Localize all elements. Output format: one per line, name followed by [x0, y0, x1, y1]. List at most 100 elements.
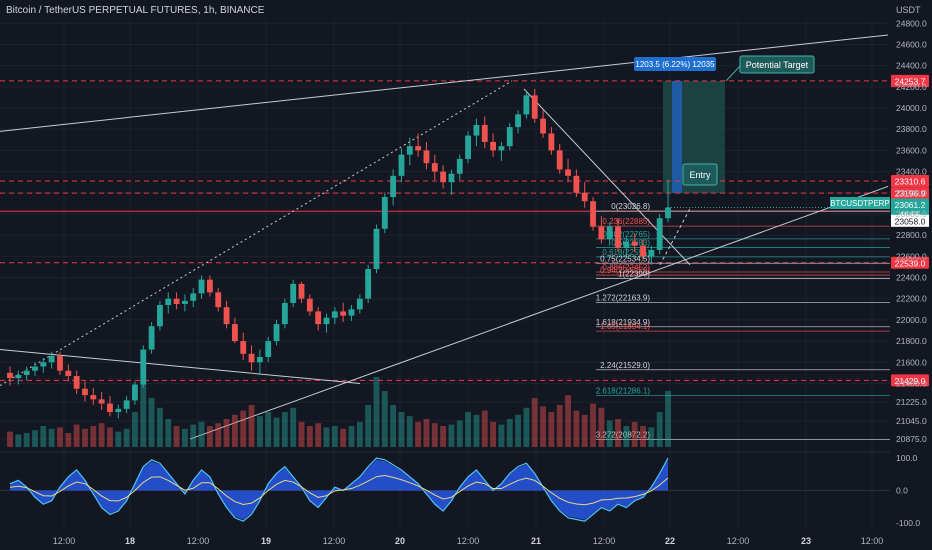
candle-body — [506, 127, 513, 147]
volume-bar — [548, 412, 555, 447]
y-axis-tick-label: 23000.0 — [896, 209, 927, 219]
candle-body — [265, 341, 272, 357]
volume-bar — [648, 427, 655, 447]
fib-level-label: 1(22390) — [618, 270, 650, 279]
x-axis-tick-label: 22 — [665, 536, 675, 546]
level-price-label: 22539.0 — [895, 258, 926, 268]
volume-bar — [73, 424, 80, 447]
y-axis-tick-label: 21400.0 — [896, 378, 927, 388]
candle-body — [198, 279, 205, 294]
volume-bar — [656, 412, 663, 447]
candle-body — [132, 384, 138, 401]
candle-body — [73, 376, 80, 389]
osc-axis-tick-label: 100.0 — [896, 453, 918, 463]
volume-bar — [198, 421, 205, 447]
candle-body — [606, 226, 613, 240]
candle-body — [556, 150, 563, 170]
y-axis-tick-label: 24600.0 — [896, 39, 927, 49]
volume-bar — [140, 382, 147, 447]
y-axis-tick-label: 20875.0 — [896, 434, 927, 444]
volume-bar — [356, 421, 363, 447]
candle-body — [531, 95, 538, 119]
volume-bar — [298, 421, 305, 447]
entry-label: Entry — [689, 170, 711, 180]
volume-bar — [281, 412, 288, 447]
candle-body — [390, 175, 397, 198]
volume-bar — [173, 426, 180, 447]
candle-body — [57, 355, 63, 371]
target-range-bar — [672, 80, 682, 194]
candle-body — [498, 146, 505, 151]
volume-bar — [256, 416, 263, 447]
potential-target-box[interactable] — [739, 55, 815, 74]
candle-body — [48, 355, 55, 363]
volume-bar — [315, 423, 322, 447]
candle-body — [340, 311, 347, 316]
volume-bar — [381, 391, 388, 447]
level-price-tag — [891, 187, 929, 200]
volume-bar — [590, 403, 596, 447]
level-price-label: 21429.0 — [895, 376, 926, 386]
candle-body — [65, 370, 72, 377]
candle-body — [115, 408, 122, 413]
candle-body — [7, 372, 13, 379]
y-axis-tick-label: 24200.0 — [896, 82, 927, 92]
volume-bar — [498, 424, 505, 447]
candle-body — [315, 311, 322, 325]
candle-body — [440, 171, 447, 183]
volume-bar — [456, 420, 463, 447]
candle-body — [348, 309, 355, 316]
volume-bar — [473, 414, 480, 447]
candle-body — [590, 201, 596, 227]
x-axis-tick-label: 12:00 — [727, 536, 750, 546]
candle-body — [256, 356, 263, 363]
y-axis-tick-label: 22200.0 — [896, 294, 927, 304]
volume-bar — [365, 405, 372, 447]
fib-level-label: 2.618(21286.1) — [596, 387, 651, 396]
volume-bar — [223, 419, 230, 447]
volume-bar — [373, 377, 380, 447]
candle-body — [381, 197, 388, 229]
target-stats-label: 1203.5 (6.22%) 12035 — [635, 60, 715, 69]
level-price-tag — [891, 374, 929, 387]
x-axis-tick-label: 21 — [531, 536, 541, 546]
candle-body — [306, 298, 313, 312]
volume-bar — [531, 398, 538, 447]
volume-bar — [390, 405, 397, 447]
candle-body — [157, 305, 163, 327]
volume-bar — [215, 423, 222, 447]
candle-body — [373, 228, 380, 270]
projection-line — [659, 208, 691, 266]
volume-bar — [423, 419, 430, 447]
y-axis-tick-label: 21225.0 — [896, 397, 927, 407]
candle-body — [15, 374, 22, 379]
volume-bar — [565, 395, 571, 447]
entry-box[interactable] — [682, 163, 718, 186]
oscillator-area — [10, 459, 668, 520]
y-axis-tick-label: 23800.0 — [896, 124, 927, 134]
y-axis-tick-label: 23400.0 — [896, 167, 927, 177]
y-axis-tick-label: 24800.0 — [896, 18, 927, 28]
volume-bar — [631, 421, 638, 447]
candle-body — [281, 302, 288, 325]
volume-bar — [465, 412, 472, 447]
potential-target-pointer — [725, 65, 741, 82]
volume-bar — [431, 423, 438, 447]
volume-bar — [132, 412, 138, 447]
candle-body — [598, 226, 605, 240]
candle-body — [665, 207, 671, 219]
candle-body — [331, 311, 338, 318]
volume-bar — [506, 419, 513, 447]
candle-body — [206, 279, 213, 293]
volume-bar — [523, 407, 530, 447]
oscillator-line — [9, 457, 669, 522]
candle-body — [82, 388, 88, 396]
fib-level-label: 1.618(21934.9) — [596, 318, 651, 327]
volume-bar — [581, 414, 588, 447]
y-axis-tick-label: 23200.0 — [896, 188, 927, 198]
volume-bar — [265, 412, 272, 447]
volume-bar — [123, 428, 130, 447]
candle-body — [431, 163, 438, 172]
volume-bar — [340, 428, 347, 447]
